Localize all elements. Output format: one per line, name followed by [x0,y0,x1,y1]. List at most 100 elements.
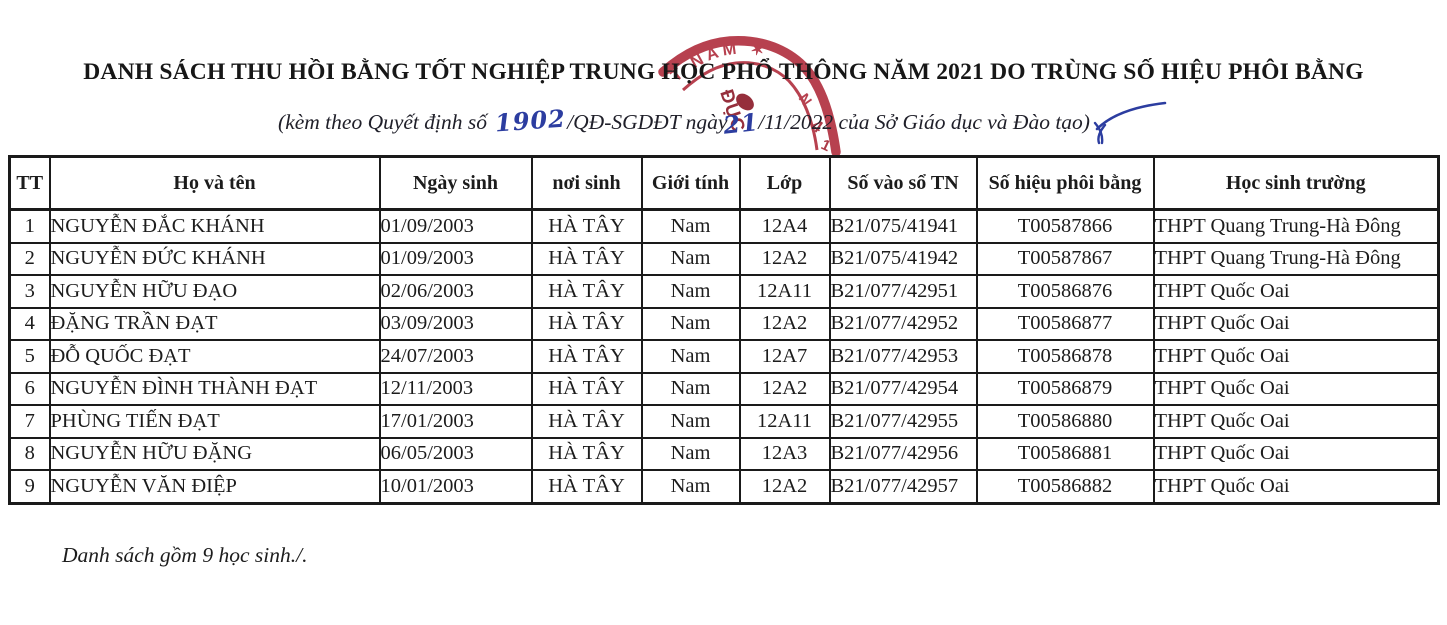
cell-gioi-tinh: Nam [640,241,741,276]
cell-so-vao-so-tn: B21/077/42957 [828,469,978,504]
cell-tt: 3 [8,274,51,309]
cell-gioi-tinh: Nam [640,404,741,439]
cell-hoc-sinh-truong: THPT Quốc Oai [1152,339,1440,374]
cell-noi-sinh: HÀ TÂY [530,241,643,276]
cell-so-vao-so-tn: B21/077/42952 [828,306,978,341]
cell-ngay-sinh: 10/01/2003 [378,469,533,504]
cell-tt: 7 [8,404,51,439]
cell-so-hieu-phoi-bang: T00586876 [975,274,1155,309]
cell-tt: 4 [8,306,51,341]
cell-so-hieu-phoi-bang: T00586877 [975,306,1155,341]
cell-ngay-sinh: 17/01/2003 [378,404,533,439]
cell-tt: 9 [8,469,51,504]
cell-ngay-sinh: 24/07/2003 [378,339,533,374]
cell-so-hieu-phoi-bang: T00587867 [975,241,1155,276]
column-header-noi-sinh: nơi sinh [530,155,643,211]
table-body: 1 NGUYỄN ĐẮC KHÁNH 01/09/2003 HÀ TÂY Nam 12A4… [8,208,1440,504]
cell-lop: 12A11 [738,404,831,439]
cell-tt: 8 [8,436,51,471]
cell-ho-va-ten: NGUYỄN ĐẮC KHÁNH [48,208,381,244]
cell-noi-sinh: HÀ TÂY [530,371,643,406]
cell-ngay-sinh: 01/09/2003 [378,241,533,276]
cell-tt: 1 [8,208,51,244]
cell-so-vao-so-tn: B21/075/41941 [828,208,978,244]
column-header-so-vao-so-tn: Số vào sổ TN [828,155,978,211]
cell-noi-sinh: HÀ TÂY [530,274,643,309]
cell-so-vao-so-tn: B21/077/42951 [828,274,978,309]
cell-noi-sinh: HÀ TÂY [530,208,643,244]
cell-noi-sinh: HÀ TÂY [530,404,643,439]
cell-gioi-tinh: Nam [640,469,741,504]
cell-hoc-sinh-truong: THPT Quang Trung-Hà Đông [1152,208,1440,244]
cell-so-vao-so-tn: B21/077/42953 [828,339,978,374]
cell-so-vao-so-tn: B21/077/42954 [828,371,978,406]
cell-lop: 12A2 [738,241,831,276]
cell-ho-va-ten: PHÙNG TIẾN ĐẠT [48,404,381,439]
cell-ngay-sinh: 12/11/2003 [378,371,533,406]
cell-so-hieu-phoi-bang: T00586880 [975,404,1155,439]
cell-hoc-sinh-truong: THPT Quang Trung-Hà Đông [1152,241,1440,276]
cell-hoc-sinh-truong: THPT Quốc Oai [1152,274,1440,309]
cell-gioi-tinh: Nam [640,274,741,309]
cell-noi-sinh: HÀ TÂY [530,436,643,471]
cell-so-hieu-phoi-bang: T00586878 [975,339,1155,374]
cell-gioi-tinh: Nam [640,371,741,406]
cell-so-vao-so-tn: B21/075/41942 [828,241,978,276]
cell-ngay-sinh: 01/09/2003 [378,208,533,244]
column-header-lop: Lớp [738,155,831,211]
cell-so-vao-so-tn: B21/077/42956 [828,436,978,471]
handwritten-decision-number: 1902 [494,103,568,138]
cell-tt: 6 [8,371,51,406]
cell-so-vao-so-tn: B21/077/42955 [828,404,978,439]
cell-noi-sinh: HÀ TÂY [530,339,643,374]
cell-ho-va-ten: NGUYỄN VĂN ĐIỆP [48,469,381,504]
cell-ho-va-ten: NGUYỄN ĐỨC KHÁNH [48,241,381,276]
subtitle-middle: /QĐ-SGDĐT ngày [567,110,728,134]
table-row: 3 NGUYỄN HỮU ĐẠO 02/06/2003 HÀ TÂY Nam 12A11 B… [8,274,1440,309]
cell-gioi-tinh: Nam [640,208,741,244]
cell-hoc-sinh-truong: THPT Quốc Oai [1152,436,1440,471]
cell-ngay-sinh: 06/05/2003 [378,436,533,471]
table-row: 2 NGUYỄN ĐỨC KHÁNH 01/09/2003 HÀ TÂY Nam 12A2… [8,241,1440,276]
cell-lop: 12A2 [738,469,831,504]
cell-ngay-sinh: 02/06/2003 [378,274,533,309]
cell-ho-va-ten: NGUYỄN HỮU ĐẶNG [48,436,381,471]
cell-gioi-tinh: Nam [640,339,741,374]
cell-tt: 2 [8,241,51,276]
column-header-hoc-sinh-truong: Học sinh trường [1152,155,1440,211]
table-row: 7 PHÙNG TIẾN ĐẠT 17/01/2003 HÀ TÂY Nam 12A11 B… [8,404,1440,439]
cell-lop: 12A3 [738,436,831,471]
column-header-tt: TT [8,155,51,211]
cell-tt: 5 [8,339,51,374]
column-header-gioi-tinh: Giới tính [640,155,741,211]
cell-gioi-tinh: Nam [640,306,741,341]
cell-gioi-tinh: Nam [640,436,741,471]
cell-noi-sinh: HÀ TÂY [530,306,643,341]
document-title: DANH SÁCH THU HỒI BẰNG TỐT NGHIỆP TRUNG … [83,59,1364,85]
handwritten-day: 21 [721,107,760,140]
subtitle-suffix: /11/2022 của Sở Giáo dục và Đào tạo) [758,110,1090,134]
cell-hoc-sinh-truong: THPT Quốc Oai [1152,371,1440,406]
cell-ho-va-ten: NGUYỄN HỮU ĐẠO [48,274,381,309]
cell-lop: 12A7 [738,339,831,374]
cell-ho-va-ten: ĐỖ QUỐC ĐẠT [48,339,381,374]
column-header-so-hieu-phoi-bang: Số hiệu phôi bằng [975,155,1155,211]
cell-noi-sinh: HÀ TÂY [530,469,643,504]
cell-lop: 12A11 [738,274,831,309]
cell-hoc-sinh-truong: THPT Quốc Oai [1152,404,1440,439]
column-header-ho-va-ten: Họ và tên [48,155,381,211]
table-row: 1 NGUYỄN ĐẮC KHÁNH 01/09/2003 HÀ TÂY Nam 12A4… [8,208,1440,244]
cell-ngay-sinh: 03/09/2003 [378,306,533,341]
cell-lop: 12A2 [738,371,831,406]
cell-lop: 12A2 [738,306,831,341]
handwritten-checkmark-icon [1093,101,1167,145]
cell-so-hieu-phoi-bang: T00586882 [975,469,1155,504]
footer-note: Danh sách gồm 9 học sinh./. [62,543,308,567]
document-subtitle: (kèm theo Quyết định số 1902/QĐ-SGDĐT ng… [0,99,1447,145]
subtitle-prefix: (kèm theo Quyết định số [278,110,487,134]
table-row: 6 NGUYỄN ĐÌNH THÀNH ĐẠT 12/11/2003 HÀ TÂY Na… [8,371,1440,406]
column-header-ngay-sinh: Ngày sinh [378,155,533,211]
table-row: 4 ĐẶNG TRẦN ĐẠT 03/09/2003 HÀ TÂY Nam 12A2 B21… [8,306,1440,341]
table-row: 9 NGUYỄN VĂN ĐIỆP 10/01/2003 HÀ TÂY Nam 12A2 B… [8,469,1440,504]
